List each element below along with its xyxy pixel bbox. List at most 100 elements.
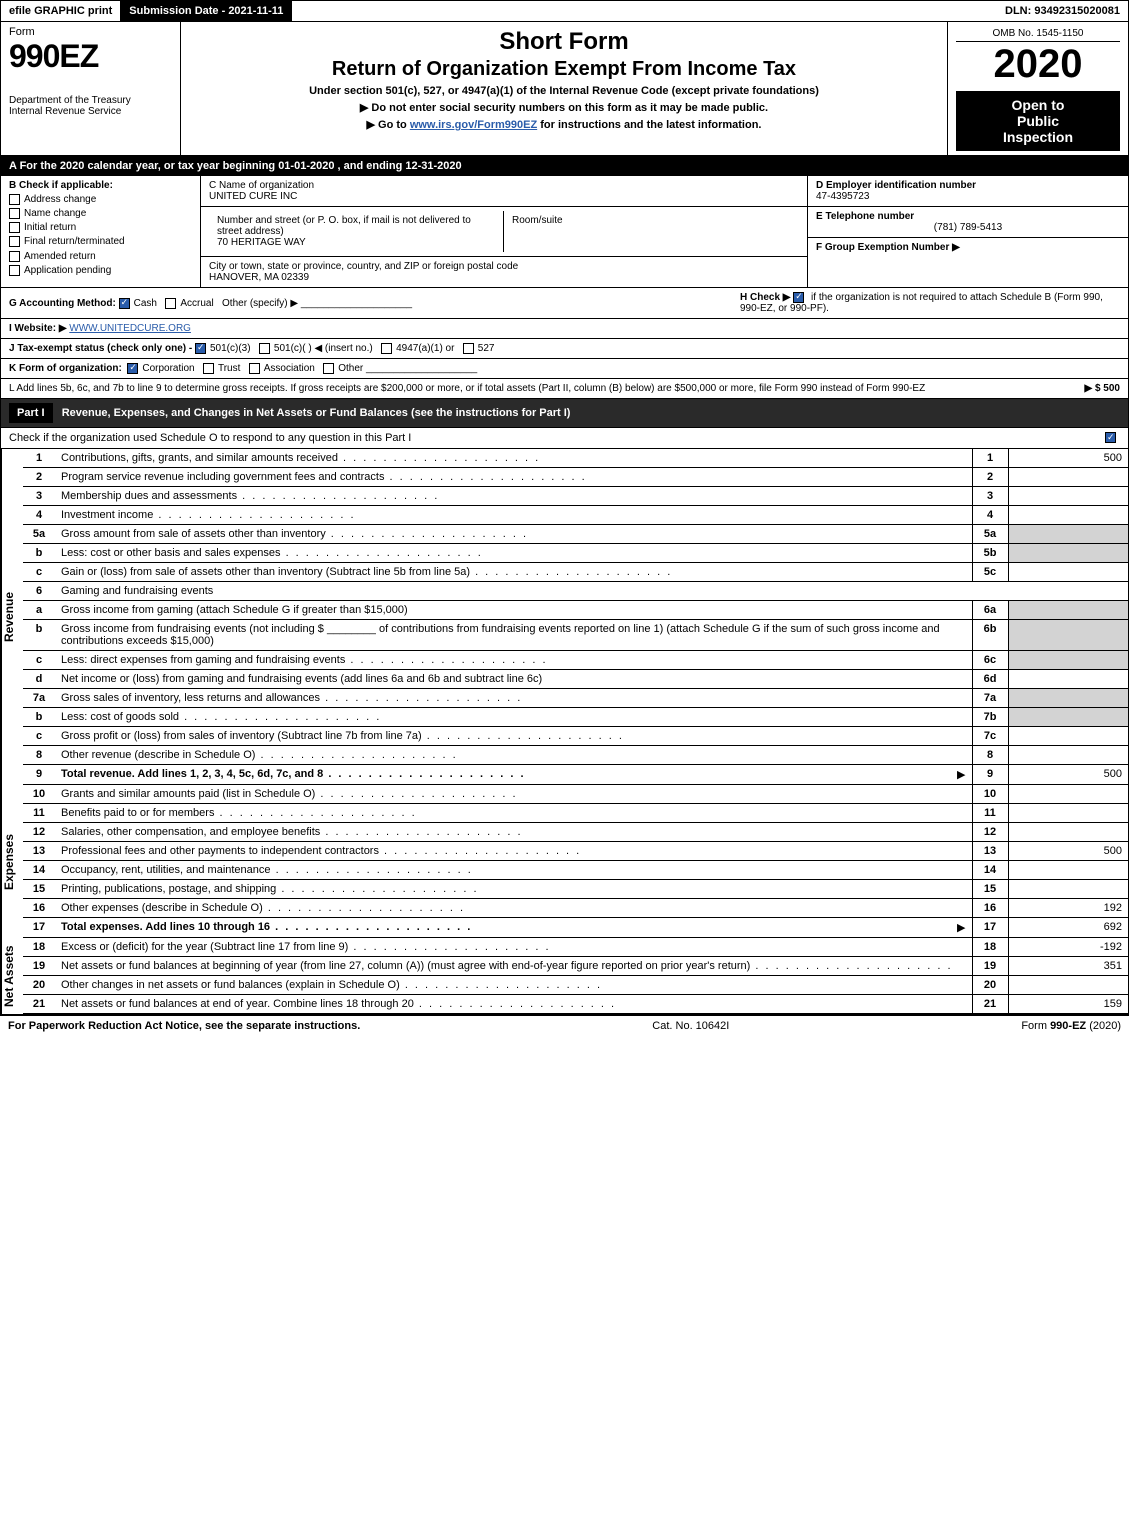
- check-application-pending[interactable]: Application pending: [9, 265, 192, 276]
- line-7a: 7aGross sales of inventory, less returns…: [23, 689, 1128, 708]
- opt-527: 527: [478, 343, 495, 354]
- line-20: 20Other changes in net assets or fund ba…: [23, 976, 1128, 995]
- line-6: 6Gaming and fundraising events: [23, 582, 1128, 601]
- line-18: 18Excess or (deficit) for the year (Subt…: [23, 938, 1128, 957]
- check-other-org[interactable]: [323, 363, 334, 374]
- street-label: Number and street (or P. O. box, if mail…: [217, 215, 495, 237]
- row-i: I Website: ▶ WWW.UNITEDCURE.ORG: [0, 319, 1129, 339]
- city-block: City or town, state or province, country…: [201, 257, 807, 287]
- open-public-badge: Open to Public Inspection: [956, 91, 1120, 151]
- ein-block: D Employer identification number 47-4395…: [808, 176, 1128, 207]
- line-13: 13Professional fees and other payments t…: [23, 842, 1128, 861]
- part-i-title: Revenue, Expenses, and Changes in Net As…: [62, 407, 571, 419]
- revenue-section: Revenue 1Contributions, gifts, grants, a…: [0, 449, 1129, 785]
- check-527[interactable]: [463, 343, 474, 354]
- footer-mid: Cat. No. 10642I: [652, 1020, 729, 1032]
- row-k: K Form of organization: Corporation Trus…: [0, 359, 1129, 379]
- expenses-vlabel: Expenses: [1, 785, 23, 938]
- check-corporation[interactable]: [127, 363, 138, 374]
- section-b: B Check if applicable: Address change Na…: [1, 176, 201, 287]
- row-l: L Add lines 5b, 6c, and 7b to line 9 to …: [0, 379, 1129, 399]
- opt-trust: Trust: [218, 363, 240, 374]
- submission-date-button[interactable]: Submission Date - 2021-11-11: [121, 1, 292, 21]
- page-footer: For Paperwork Reduction Act Notice, see …: [0, 1015, 1129, 1036]
- short-form-title: Short Form: [189, 28, 939, 56]
- subtitle: Under section 501(c), 527, or 4947(a)(1)…: [189, 85, 939, 97]
- form-number: 990EZ: [9, 38, 172, 75]
- tel-label: E Telephone number: [816, 211, 1120, 222]
- street-value: 70 HERITAGE WAY: [217, 237, 495, 248]
- check-schedule-b[interactable]: [793, 292, 804, 303]
- line-4: 4Investment income4: [23, 506, 1128, 525]
- open-line1: Open to: [958, 97, 1118, 113]
- room-label: Room/suite: [512, 215, 791, 226]
- arrow-icon: ▶: [957, 921, 965, 934]
- expenses-section: Expenses 10Grants and similar amounts pa…: [0, 785, 1129, 938]
- check-name-change[interactable]: Name change: [9, 208, 192, 219]
- check-association[interactable]: [249, 363, 260, 374]
- line-19: 19Net assets or fund balances at beginni…: [23, 957, 1128, 976]
- section-b-title: B Check if applicable:: [9, 180, 192, 191]
- form-label: Form: [9, 26, 172, 38]
- line-12: 12Salaries, other compensation, and empl…: [23, 823, 1128, 842]
- title-cell: Short Form Return of Organization Exempt…: [181, 22, 948, 155]
- other-label: Other (specify) ▶: [222, 298, 298, 309]
- check-address-change[interactable]: Address change: [9, 194, 192, 205]
- opt-corporation: Corporation: [142, 363, 194, 374]
- row-i-label: I Website: ▶: [9, 323, 67, 334]
- warn2-post: for instructions and the latest informat…: [540, 119, 761, 131]
- org-name-label: C Name of organization: [209, 180, 799, 191]
- line-6b: bGross income from fundraising events (n…: [23, 620, 1128, 651]
- net-assets-table: 18Excess or (deficit) for the year (Subt…: [23, 938, 1128, 1014]
- line-10: 10Grants and similar amounts paid (list …: [23, 785, 1128, 804]
- expenses-table: 10Grants and similar amounts paid (list …: [23, 785, 1128, 938]
- check-501c3[interactable]: [195, 343, 206, 354]
- tel-value: (781) 789-5413: [816, 222, 1120, 233]
- website-link[interactable]: WWW.UNITEDCURE.ORG: [69, 323, 191, 334]
- tel-block: E Telephone number (781) 789-5413: [808, 207, 1128, 238]
- part-i-sub: Check if the organization used Schedule …: [0, 428, 1129, 449]
- row-h-label: H Check ▶: [740, 292, 790, 303]
- check-cash[interactable]: [119, 298, 130, 309]
- arrow-icon: ▶: [957, 768, 965, 781]
- check-trust[interactable]: [203, 363, 214, 374]
- line-14: 14Occupancy, rent, utilities, and mainte…: [23, 861, 1128, 880]
- ein-value: 47-4395723: [816, 191, 1120, 202]
- footer-left: For Paperwork Reduction Act Notice, see …: [8, 1020, 360, 1032]
- row-l-amount: ▶ $ 500: [1085, 383, 1121, 394]
- omb-number: OMB No. 1545-1150: [956, 26, 1120, 42]
- revenue-table: 1Contributions, gifts, grants, and simil…: [23, 449, 1128, 785]
- opt-501c: 501(c)( ) ◀ (insert no.): [274, 343, 373, 354]
- row-gh: G Accounting Method: Cash Accrual Other …: [0, 288, 1129, 319]
- check-4947[interactable]: [381, 343, 392, 354]
- top-bar-spacer: [292, 1, 997, 21]
- line-7b: bLess: cost of goods sold7b: [23, 708, 1128, 727]
- check-accrual[interactable]: [165, 298, 176, 309]
- cash-label: Cash: [134, 298, 157, 309]
- city-value: HANOVER, MA 02339: [209, 272, 799, 283]
- row-g-label: G Accounting Method:: [9, 298, 116, 309]
- dept2-label: Internal Revenue Service: [9, 106, 172, 117]
- check-final-return[interactable]: Final return/terminated: [9, 236, 192, 247]
- check-amended-return[interactable]: Amended return: [9, 251, 192, 262]
- check-initial-return[interactable]: Initial return: [9, 222, 192, 233]
- line-11: 11Benefits paid to or for members11: [23, 804, 1128, 823]
- ein-label: D Employer identification number: [816, 180, 1120, 191]
- instructions-link[interactable]: www.irs.gov/Form990EZ: [410, 119, 537, 131]
- part-i-header: Part I Revenue, Expenses, and Changes in…: [0, 399, 1129, 428]
- row-k-label: K Form of organization:: [9, 363, 122, 374]
- section-c: C Name of organization UNITED CURE INC N…: [201, 176, 808, 287]
- line-2: 2Program service revenue including gover…: [23, 468, 1128, 487]
- row-j: J Tax-exempt status (check only one) - 5…: [0, 339, 1129, 359]
- line-6d: dNet income or (loss) from gaming and fu…: [23, 670, 1128, 689]
- year-cell: OMB No. 1545-1150 2020 Open to Public In…: [948, 22, 1128, 155]
- part-i-sub-text: Check if the organization used Schedule …: [9, 432, 411, 444]
- line-7c: cGross profit or (loss) from sales of in…: [23, 727, 1128, 746]
- line-6a: aGross income from gaming (attach Schedu…: [23, 601, 1128, 620]
- check-schedule-o[interactable]: [1105, 432, 1116, 443]
- line-21: 21Net assets or fund balances at end of …: [23, 995, 1128, 1014]
- line-5b: bLess: cost or other basis and sales exp…: [23, 544, 1128, 563]
- efile-label[interactable]: efile GRAPHIC print: [1, 1, 121, 21]
- check-501c[interactable]: [259, 343, 270, 354]
- street-block: Number and street (or P. O. box, if mail…: [201, 207, 807, 257]
